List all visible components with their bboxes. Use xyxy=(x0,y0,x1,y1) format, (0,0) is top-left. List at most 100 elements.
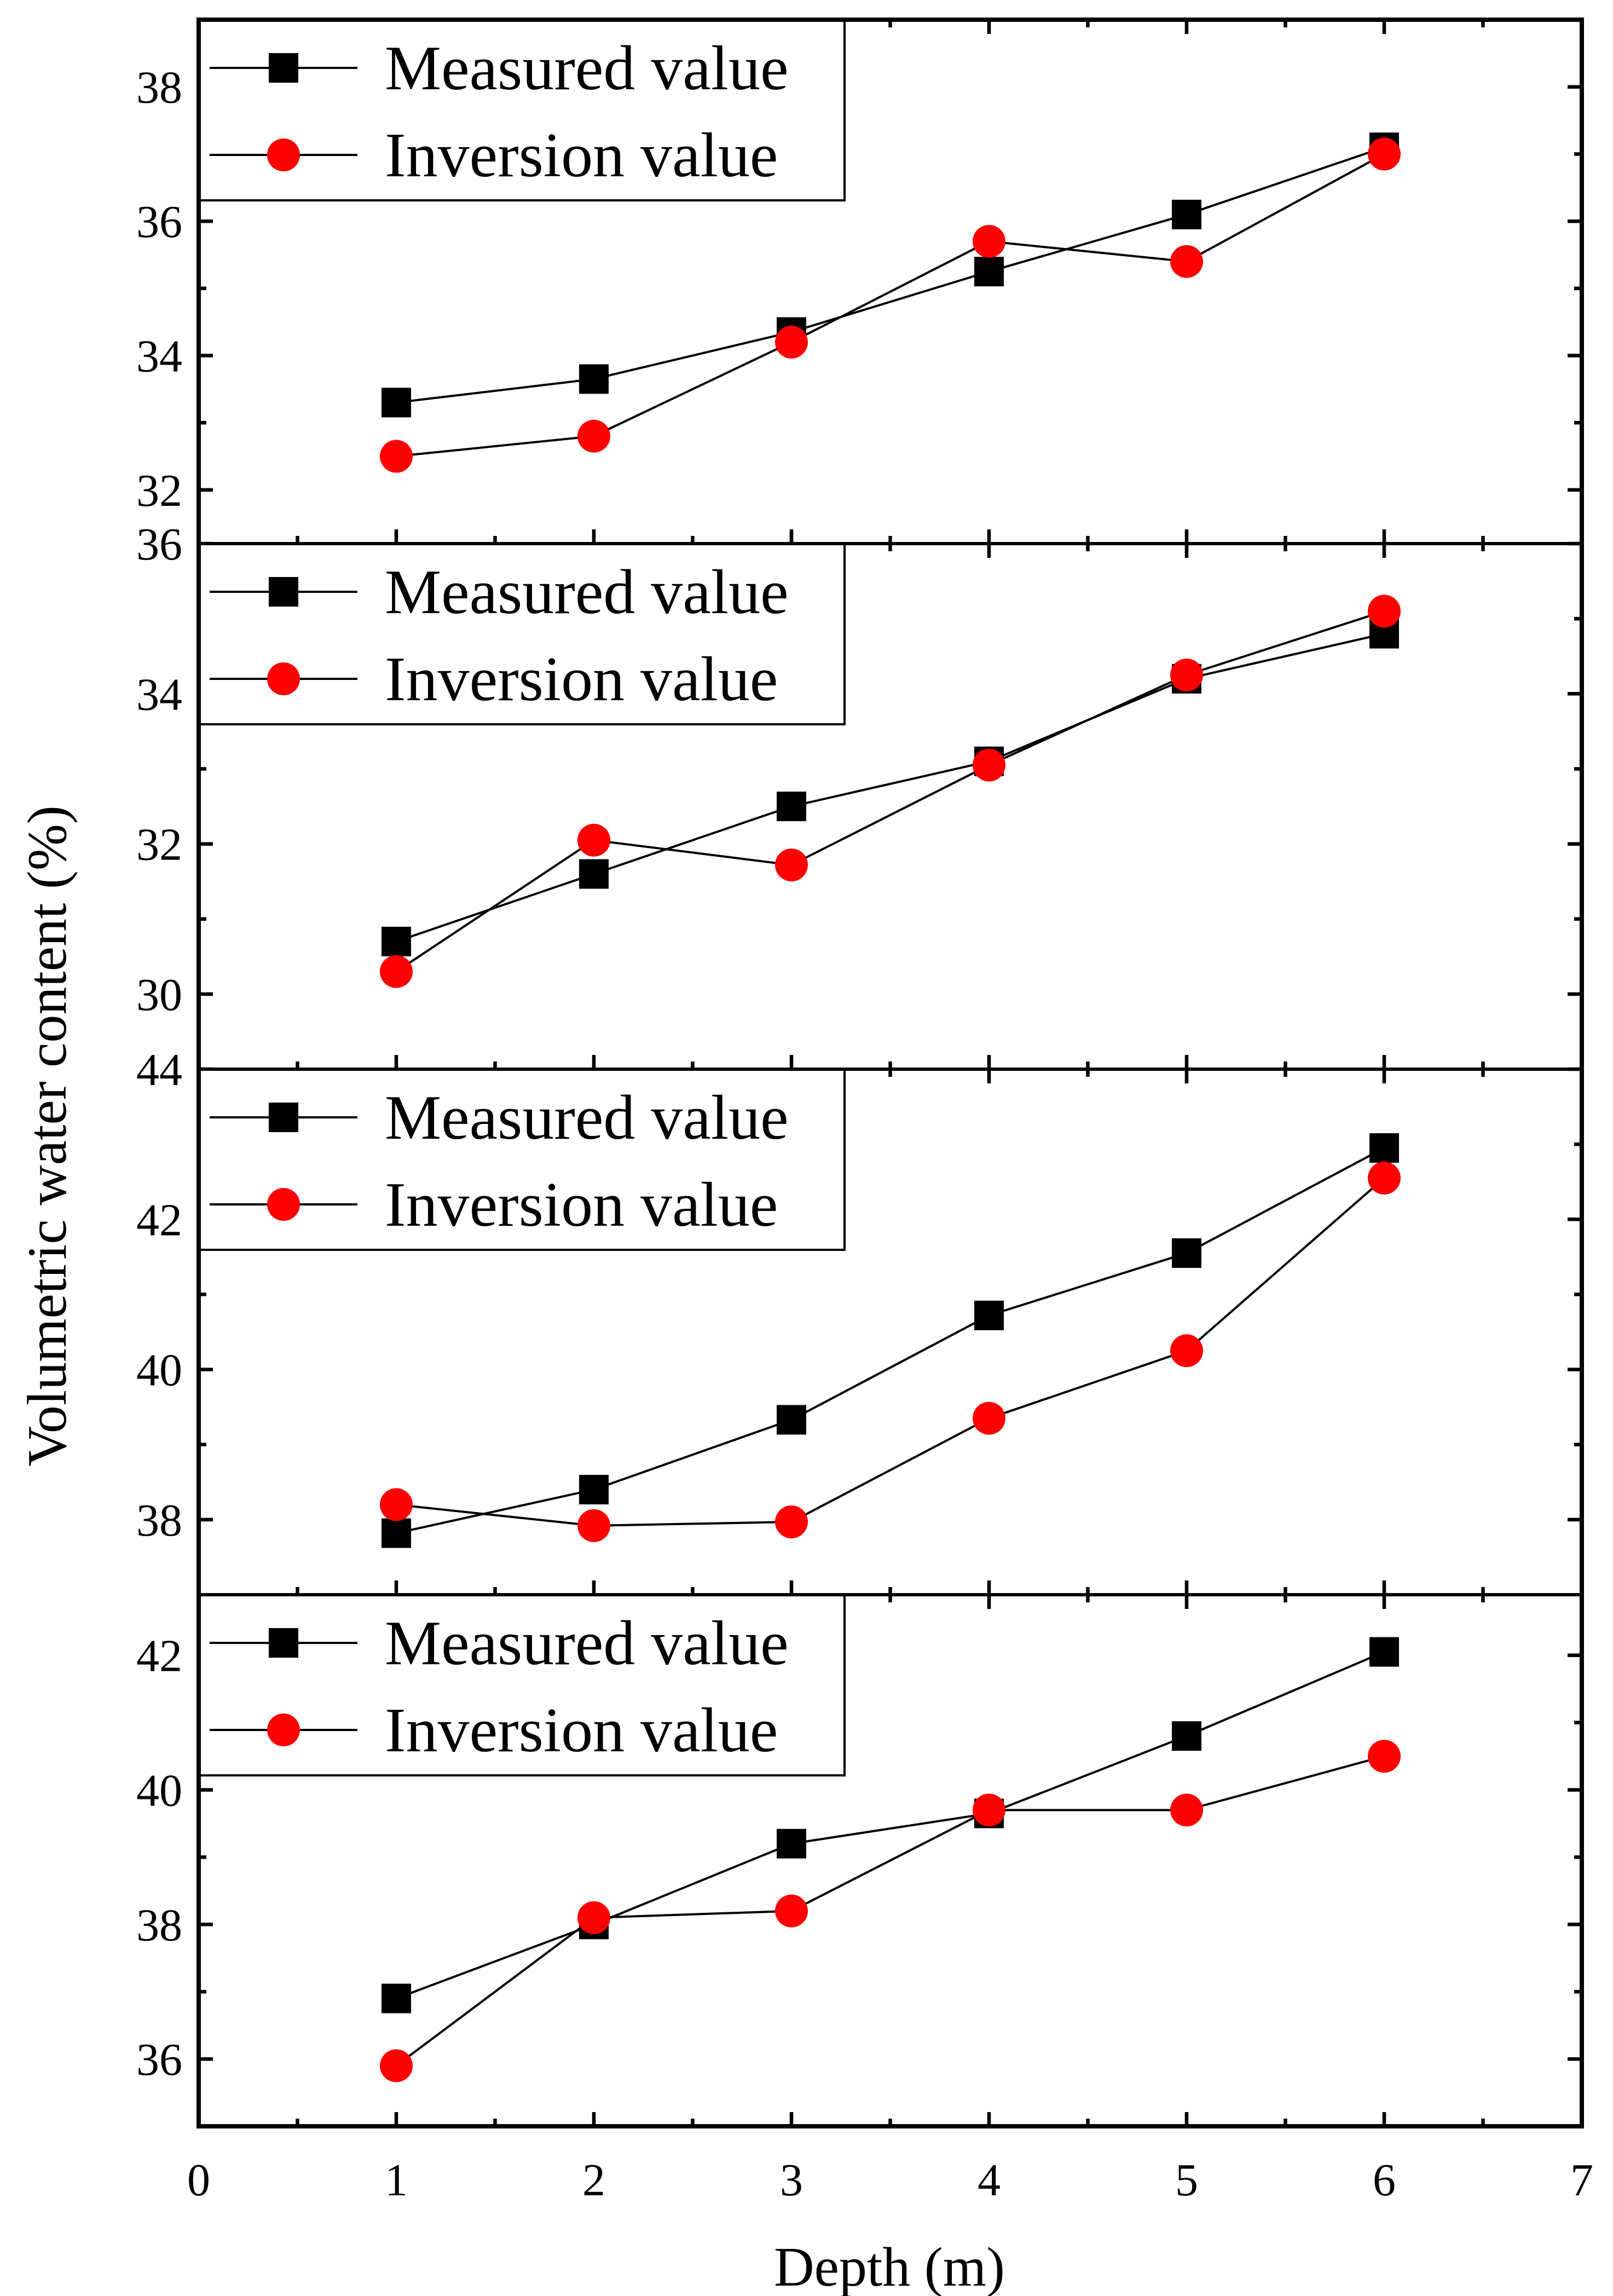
legend-marker-inversion xyxy=(267,1714,300,1746)
x-tick-label: 3 xyxy=(780,2155,803,2206)
legend-label: Inversion value xyxy=(385,1695,778,1766)
legend-label: Measured value xyxy=(385,1083,789,1153)
measured-point xyxy=(381,1983,411,2014)
x-tick-label: 2 xyxy=(582,2155,605,2206)
measured-point xyxy=(1172,1238,1201,1268)
series-line-measured xyxy=(396,146,1385,404)
legend-label: Inversion value xyxy=(385,120,778,191)
legend: Measured value Inversion value xyxy=(198,1068,846,1251)
y-tick-label: 34 xyxy=(136,669,182,720)
chart-frame xyxy=(196,18,1584,2128)
legend-label: Measured value xyxy=(385,1608,789,1678)
inversion-point xyxy=(577,419,610,453)
x-tick-label: 1 xyxy=(385,2155,408,2206)
y-axis-title: Volumetric water content (%) xyxy=(16,805,78,1467)
x-tick-label: 4 xyxy=(978,2155,1001,2206)
legend-marker-inversion xyxy=(267,1188,300,1221)
x-axis: 0 1 2 3 4 5 6 7 xyxy=(187,2155,1593,2206)
inversion-point xyxy=(775,325,808,359)
legend: Measured value Inversion value xyxy=(198,19,846,201)
measured-point xyxy=(777,1828,806,1859)
y-tick-label: 42 xyxy=(136,1631,182,1682)
legend-box xyxy=(198,19,846,201)
inversion-point xyxy=(1368,1161,1401,1195)
measured-point xyxy=(974,257,1004,287)
measured-point xyxy=(381,388,411,418)
x-tick-label: 0 xyxy=(187,2155,210,2206)
inversion-point xyxy=(380,955,413,988)
y-tick-label: 34 xyxy=(136,331,182,382)
y-tick-label: 36 xyxy=(136,2034,182,2085)
y-tick-label: 40 xyxy=(136,1765,182,1816)
inversion-point xyxy=(1170,1334,1203,1368)
inversion-point xyxy=(973,1793,1005,1827)
y-tick-label: 38 xyxy=(136,1495,182,1546)
inversion-point xyxy=(1368,137,1401,171)
x-tick-label: 5 xyxy=(1175,2155,1198,2206)
legend-marker-measured xyxy=(269,577,298,607)
y-tick-label: 38 xyxy=(136,62,182,113)
inversion-point xyxy=(577,1509,610,1542)
measured-point xyxy=(1172,199,1201,229)
measured-point xyxy=(1172,1721,1201,1751)
inversion-point xyxy=(973,224,1005,258)
inversion-point xyxy=(1170,1793,1203,1827)
legend-label: Inversion value xyxy=(385,1170,778,1240)
legend-label: Measured value xyxy=(385,557,789,627)
x-tick-label: 7 xyxy=(1570,2155,1593,2206)
y-tick-label: 44 xyxy=(136,1045,182,1095)
legend-box xyxy=(198,543,846,725)
y-tick-label: 36 xyxy=(136,197,182,247)
series-line-inversion xyxy=(395,610,1385,973)
legend-marker-measured xyxy=(269,1628,298,1658)
inversion-point xyxy=(973,748,1005,782)
measured-point xyxy=(777,792,806,821)
series-line-measured xyxy=(396,1651,1385,2000)
inversion-point xyxy=(1368,1739,1401,1773)
measured-point xyxy=(579,859,609,889)
y-tick-label: 38 xyxy=(136,1900,182,1951)
y-tick-label: 40 xyxy=(136,1345,182,1396)
series-line-measured xyxy=(396,632,1385,943)
plot-border xyxy=(196,18,1584,2128)
panel-3: 38 40 42 44 Measured value Inversion value xyxy=(136,1045,1584,1595)
series-line-inversion xyxy=(396,1177,1385,1527)
y-tick-label: 32 xyxy=(136,465,182,516)
x-axis-title: Depth (m) xyxy=(774,2236,1005,2296)
panel-2: 30 32 34 36 Measured value Inversion value xyxy=(136,519,1584,1069)
inversion-point xyxy=(577,1901,610,1934)
measured-point xyxy=(579,1475,609,1504)
inversion-point xyxy=(380,1488,413,1521)
y-tick-label: 42 xyxy=(136,1195,182,1245)
legend-marker-measured xyxy=(269,1103,298,1132)
measured-point xyxy=(777,1405,806,1435)
measured-point xyxy=(381,926,411,956)
legend: Measured value Inversion value xyxy=(198,543,846,725)
series-line-inversion xyxy=(395,1755,1385,2067)
y-tick-label: 32 xyxy=(136,820,182,870)
legend-marker-inversion xyxy=(267,139,300,171)
measured-point xyxy=(1369,1133,1399,1163)
inversion-point xyxy=(380,440,413,473)
inversion-point xyxy=(775,1505,808,1538)
measured-point xyxy=(974,1300,1004,1330)
y-tick-label: 36 xyxy=(136,519,182,570)
legend-box xyxy=(198,1068,846,1251)
measured-point xyxy=(579,364,609,394)
legend-marker-inversion xyxy=(267,662,300,695)
inversion-point xyxy=(1170,245,1203,278)
panel-4: 36 38 40 42 Measured value Inversion value xyxy=(136,1594,1584,2126)
series-line-inversion xyxy=(396,153,1385,458)
inversion-point xyxy=(775,848,808,881)
series-line-measured xyxy=(396,1147,1385,1534)
inversion-point xyxy=(380,2049,413,2082)
legend-label: Inversion value xyxy=(385,644,778,714)
legend-marker-measured xyxy=(269,53,298,83)
y-tick-label: 30 xyxy=(136,970,182,1020)
measured-point xyxy=(381,1518,411,1548)
inversion-point xyxy=(577,823,610,857)
inversion-point xyxy=(1368,595,1401,628)
measured-point xyxy=(1369,1637,1399,1667)
